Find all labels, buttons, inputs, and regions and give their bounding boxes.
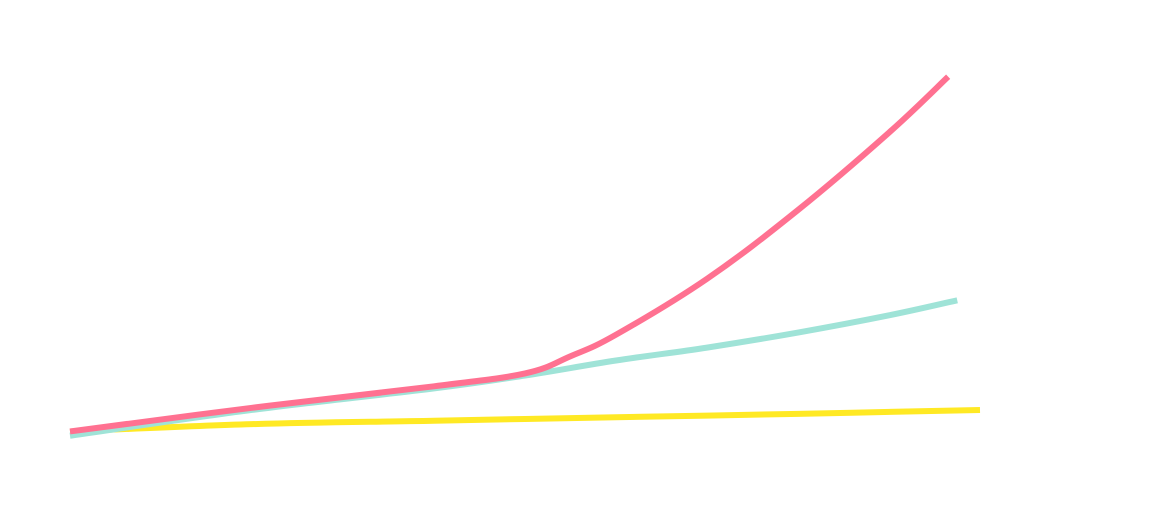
series-layer — [69, 74, 981, 439]
series-line-1 — [69, 406, 981, 435]
series-line-3 — [69, 74, 951, 435]
